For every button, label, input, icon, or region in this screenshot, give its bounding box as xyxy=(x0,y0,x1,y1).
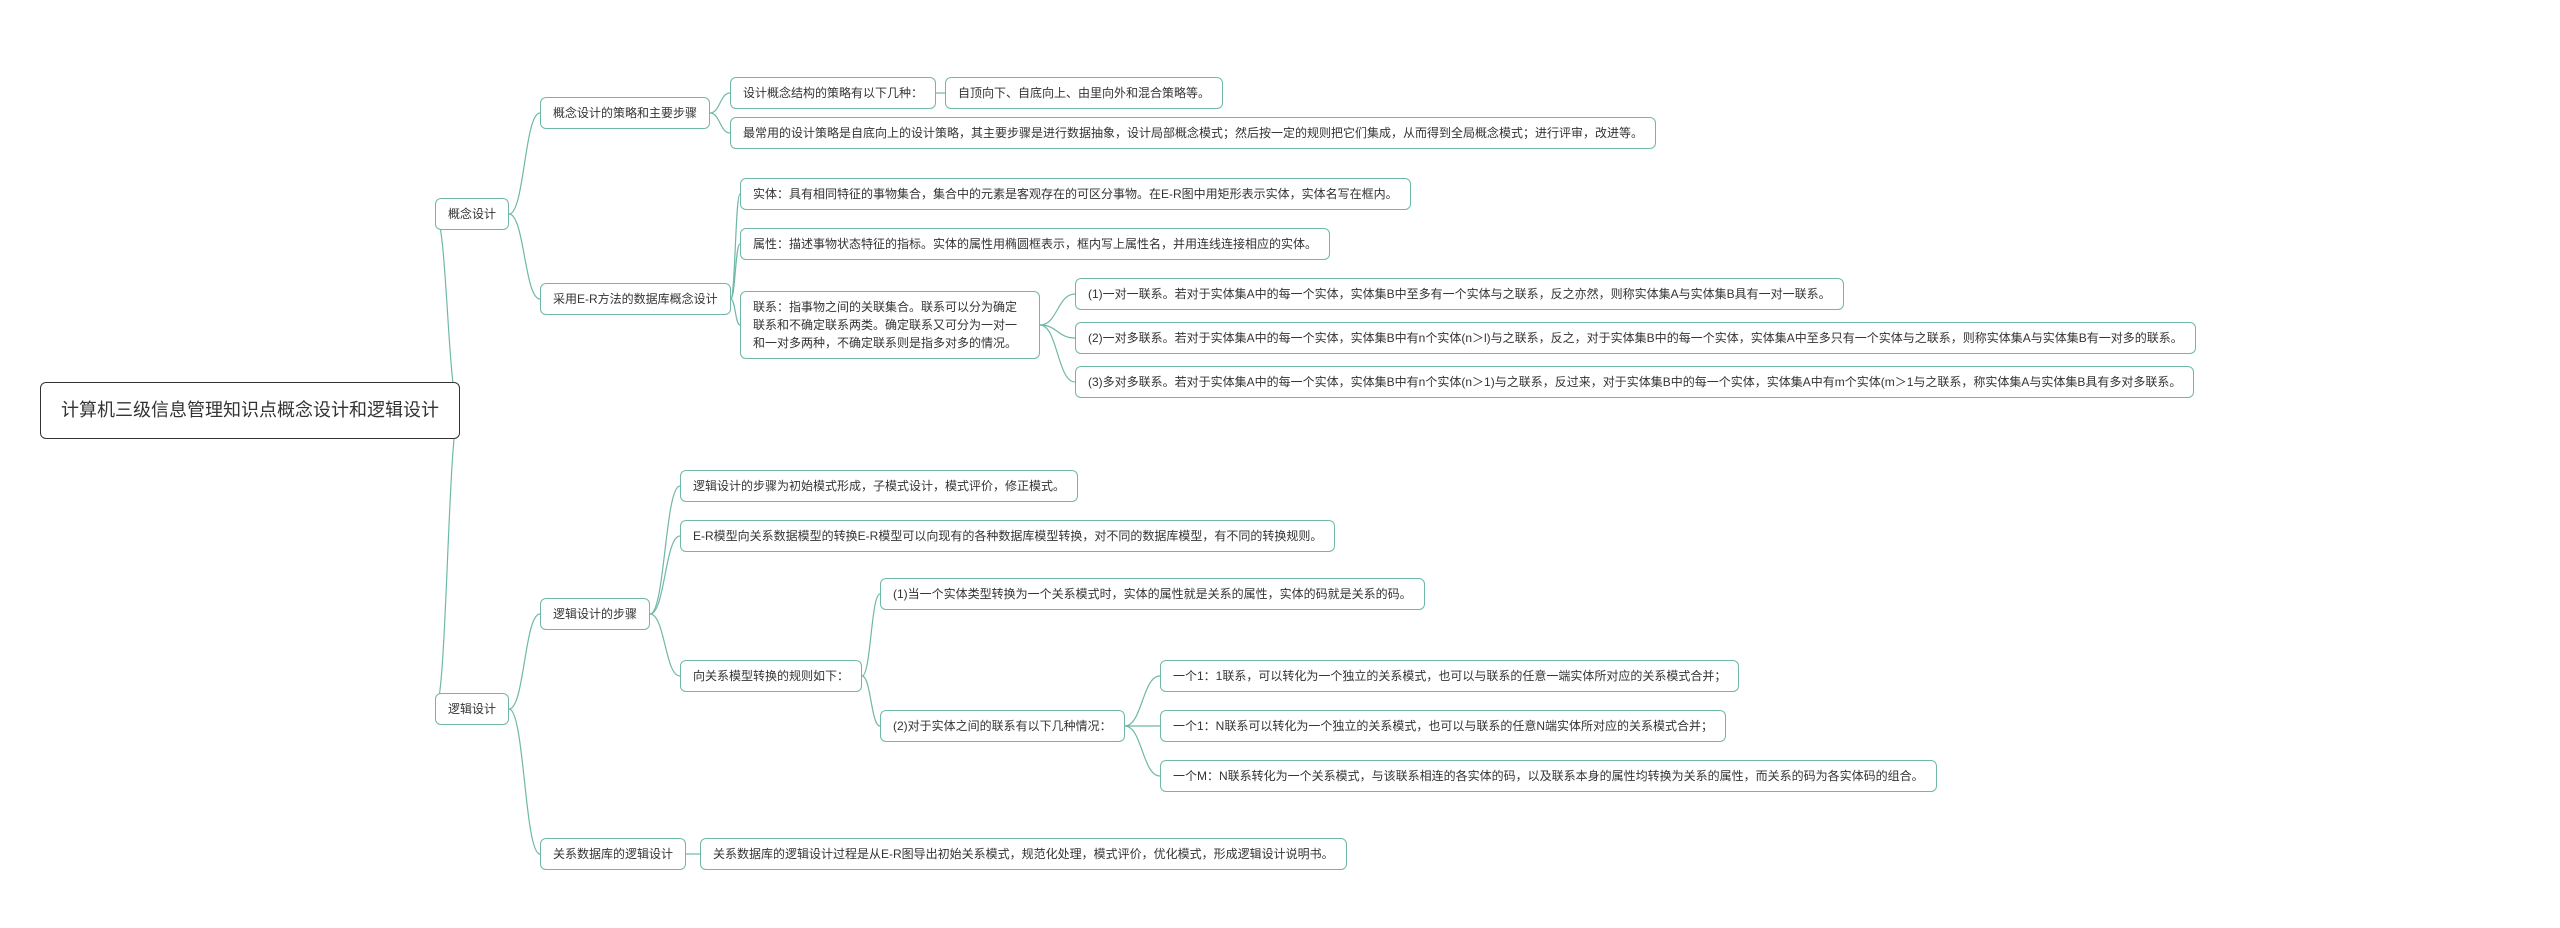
node-attribute: 属性：描述事物状态特征的指标。实体的属性用椭圆框表示，框内写上属性名，并用连线连… xyxy=(740,228,1330,260)
node-concept-strategy: 概念设计的策略和主要步骤 xyxy=(540,97,710,129)
node-relation: 联系：指事物之间的关联集合。联系可以分为确定联系和不确定联系两类。确定联系又可分… xyxy=(740,291,1040,359)
node-concept-design: 概念设计 xyxy=(435,198,509,230)
node-strategy-list: 自顶向下、自底向上、由里向外和混合策略等。 xyxy=(945,77,1223,109)
node-strategy-types: 设计概念结构的策略有以下几种： xyxy=(730,77,936,109)
node-rule-2-mn: 一个M：N联系转化为一个关系模式，与该联系相连的各实体的码，以及联系本身的属性均… xyxy=(1160,760,1937,792)
node-relational-process: 关系数据库的逻辑设计过程是从E-R图导出初始关系模式，规范化处理，模式评价，优化… xyxy=(700,838,1347,870)
node-convert-rules: 向关系模型转换的规则如下： xyxy=(680,660,862,692)
node-er-to-relational: E-R模型向关系数据模型的转换E-R模型可以向现有的各种数据库模型转换，对不同的… xyxy=(680,520,1335,552)
node-rel-1-1: (1)一对一联系。若对于实体集A中的每一个实体，实体集B中至多有一个实体与之联系… xyxy=(1075,278,1844,310)
node-logic-design: 逻辑设计 xyxy=(435,693,509,725)
node-rule-1: (1)当一个实体类型转换为一个关系模式时，实体的属性就是关系的属性，实体的码就是… xyxy=(880,578,1425,610)
node-rule-2: (2)对于实体之间的联系有以下几种情况： xyxy=(880,710,1125,742)
node-logic-steps: 逻辑设计的步骤 xyxy=(540,598,650,630)
node-logic-steps-detail: 逻辑设计的步骤为初始模式形成，子模式设计，模式评价，修正模式。 xyxy=(680,470,1078,502)
node-rel-1-n: (2)一对多联系。若对于实体集A中的每一个实体，实体集B中有n个实体(n＞l)与… xyxy=(1075,322,2196,354)
root-node: 计算机三级信息管理知识点概念设计和逻辑设计 xyxy=(40,382,460,439)
node-rule-2-1n: 一个1：N联系可以转化为一个独立的关系模式，也可以与联系的任意N端实体所对应的关… xyxy=(1160,710,1726,742)
node-rule-2-11: 一个1：1联系，可以转化为一个独立的关系模式，也可以与联系的任意一端实体所对应的… xyxy=(1160,660,1739,692)
node-er-method: 采用E-R方法的数据库概念设计 xyxy=(540,283,731,315)
node-entity: 实体：具有相同特征的事物集合，集合中的元素是客观存在的可区分事物。在E-R图中用… xyxy=(740,178,1411,210)
node-relational-logic: 关系数据库的逻辑设计 xyxy=(540,838,686,870)
node-rel-m-n: (3)多对多联系。若对于实体集A中的每一个实体，实体集B中有n个实体(n＞1)与… xyxy=(1075,366,2194,398)
node-common-strategy: 最常用的设计策略是自底向上的设计策略，其主要步骤是进行数据抽象，设计局部概念模式… xyxy=(730,117,1656,149)
